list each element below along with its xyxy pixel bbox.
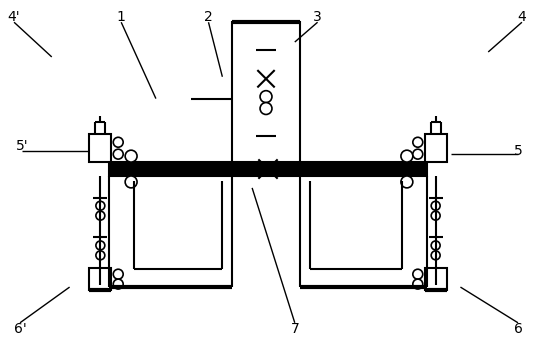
Circle shape (401, 150, 413, 162)
Circle shape (96, 201, 105, 210)
Circle shape (113, 149, 123, 159)
Circle shape (413, 269, 423, 279)
Bar (232, 22, 300, 162)
Circle shape (125, 176, 137, 188)
Circle shape (431, 201, 440, 210)
Bar (90, 268, 111, 290)
Bar (109, 162, 427, 176)
Circle shape (431, 241, 440, 250)
Circle shape (260, 91, 272, 102)
Circle shape (401, 176, 413, 188)
Text: 7: 7 (291, 322, 299, 336)
Circle shape (431, 211, 440, 220)
Circle shape (125, 150, 137, 162)
Bar (425, 268, 446, 290)
Text: 6: 6 (513, 322, 523, 336)
Circle shape (96, 241, 105, 250)
Circle shape (96, 211, 105, 220)
Circle shape (113, 269, 123, 279)
Bar (90, 134, 111, 162)
Circle shape (113, 137, 123, 147)
Text: 6': 6' (13, 322, 26, 336)
Text: 1: 1 (117, 10, 125, 24)
Circle shape (413, 149, 423, 159)
Circle shape (413, 137, 423, 147)
Circle shape (431, 251, 440, 260)
Text: 3: 3 (313, 10, 322, 24)
Circle shape (96, 251, 105, 260)
Text: 5: 5 (513, 144, 523, 158)
Text: 5': 5' (16, 139, 28, 153)
Circle shape (260, 102, 272, 115)
Text: 2: 2 (204, 10, 213, 24)
Text: 4: 4 (518, 10, 526, 24)
Circle shape (413, 279, 423, 289)
Bar (425, 134, 446, 162)
Circle shape (113, 279, 123, 289)
Text: 4': 4' (8, 10, 20, 24)
